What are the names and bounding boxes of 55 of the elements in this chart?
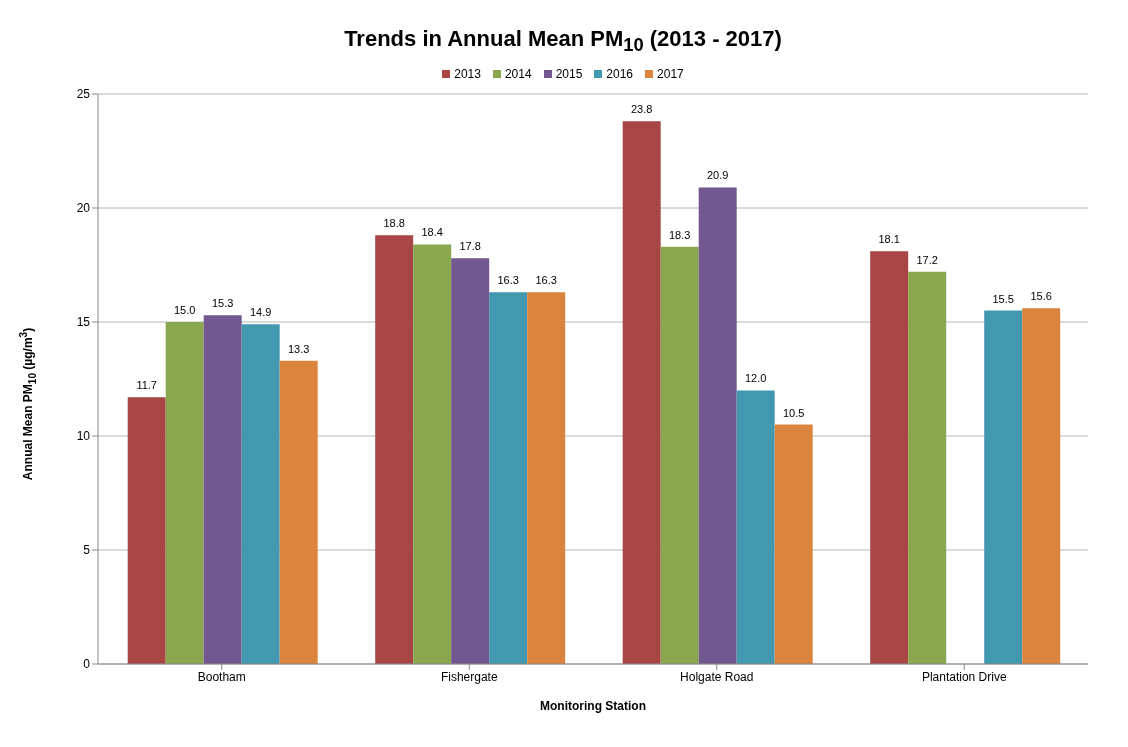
bar xyxy=(1022,308,1061,665)
data-label: 15.6 xyxy=(1030,290,1052,303)
x-tick-label: Holgate Road xyxy=(680,669,754,684)
data-label: 17.8 xyxy=(459,240,481,253)
data-label: 15.3 xyxy=(211,297,234,310)
chart-title: Trends in Annual Mean PM$_{10}$ (2013 - 2017) xyxy=(343,25,783,58)
y-tick-label: 0 xyxy=(83,657,91,672)
y-tick-label: 10 xyxy=(76,429,91,444)
x-tick-label: Fishergate xyxy=(440,669,498,684)
bar xyxy=(736,390,775,665)
data-label: 18.8 xyxy=(383,217,405,230)
legend-label: 2017 xyxy=(656,66,684,84)
bar xyxy=(203,315,242,665)
bar xyxy=(698,187,737,665)
bar xyxy=(660,247,699,665)
bar xyxy=(279,361,318,665)
legend-label: 2013 xyxy=(453,66,481,84)
data-label: 16.3 xyxy=(497,274,519,287)
bar xyxy=(870,251,909,665)
bar xyxy=(527,292,566,665)
legend-label: 2016 xyxy=(605,66,634,84)
data-label: 18.3 xyxy=(668,229,691,242)
data-label: 10.5 xyxy=(782,406,805,419)
data-label: 17.2 xyxy=(916,254,938,267)
legend-label: 2014 xyxy=(503,66,532,84)
data-label: 14.9 xyxy=(249,306,272,319)
data-label: 15.0 xyxy=(173,304,196,317)
data-label: 13.3 xyxy=(287,343,310,356)
data-label: 15.5 xyxy=(992,292,1014,305)
data-label: 11.7 xyxy=(136,379,157,392)
y-tick-label: 15 xyxy=(76,315,91,330)
bar xyxy=(622,121,661,665)
bar xyxy=(774,424,813,665)
bar xyxy=(489,292,528,665)
data-label: 20.9 xyxy=(706,169,729,182)
data-label: 12.0 xyxy=(744,372,767,385)
data-label: 23.8 xyxy=(630,103,653,116)
bar xyxy=(375,235,414,665)
data-label: 18.4 xyxy=(421,226,443,239)
bar xyxy=(908,272,947,665)
data-label: 18.1 xyxy=(878,233,900,246)
bar xyxy=(451,258,490,665)
bar xyxy=(241,324,280,665)
x-tick-label: Plantation Drive xyxy=(921,669,1007,684)
y-tick-label: 5 xyxy=(83,543,91,558)
data-label: 16.3 xyxy=(535,274,557,287)
bar xyxy=(984,310,1023,665)
y-tick-label: 20 xyxy=(76,201,91,216)
bar xyxy=(165,322,204,665)
x-tick-label: Bootham xyxy=(197,669,246,684)
x-axis-title: Monitoring Station xyxy=(540,699,646,714)
bar xyxy=(127,397,166,665)
legend-label: 2015 xyxy=(554,66,583,84)
bar xyxy=(413,244,452,665)
y-tick-label: 25 xyxy=(76,87,91,102)
